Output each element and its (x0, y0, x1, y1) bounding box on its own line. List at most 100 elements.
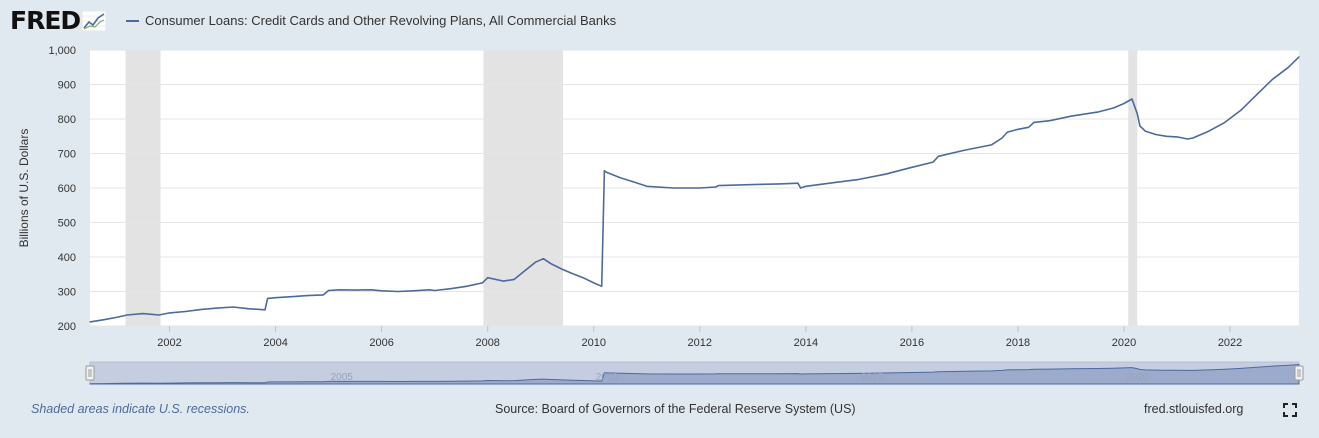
x-tick-label-2004: 2004 (263, 337, 287, 349)
data-point (1255, 94, 1258, 96)
data-point (731, 184, 733, 186)
data-point (797, 182, 799, 184)
navigator-label-2020: 2020 (1126, 372, 1149, 383)
fullscreen-icon[interactable] (1283, 403, 1297, 417)
y-axis-label: Billions of U.S. Dollars (17, 129, 31, 248)
data-point (1017, 128, 1019, 130)
data-point (338, 289, 340, 291)
legend-swatch (126, 19, 139, 22)
data-point (115, 316, 118, 318)
data-point (937, 155, 940, 157)
data-point (232, 306, 234, 308)
data-point (799, 187, 802, 189)
x-tick-label-2010: 2010 (582, 337, 606, 349)
data-point (428, 289, 430, 291)
data-point (619, 177, 621, 179)
data-point (1155, 133, 1157, 136)
chart-legend[interactable]: Consumer Loans: Credit Cards and Other R… (126, 13, 616, 28)
data-point (216, 307, 218, 309)
data-point (1070, 115, 1072, 117)
data-point (481, 282, 483, 284)
fred-logo[interactable]: FRED (10, 6, 107, 35)
navigator-label-2015: 2015 (861, 372, 884, 383)
data-point (561, 268, 563, 270)
data-point (1139, 125, 1141, 127)
data-point (449, 288, 452, 290)
data-point (396, 290, 399, 293)
data-point (1001, 137, 1003, 139)
data-point (699, 187, 701, 189)
y-tick-label-1000: 1,000 (48, 45, 76, 57)
data-point (1224, 121, 1226, 124)
data-point (328, 289, 330, 292)
data-point (990, 144, 993, 146)
fred-url[interactable]: fred.stlouisfed.org (1144, 402, 1244, 416)
data-point (805, 185, 807, 187)
data-point (601, 285, 603, 287)
x-tick-label-2020: 2020 (1112, 337, 1136, 349)
data-point (248, 308, 250, 310)
y-tick-label-400: 400 (58, 252, 76, 264)
data-point (290, 296, 293, 298)
data-point (1096, 111, 1099, 113)
data-point (858, 178, 860, 180)
data-point (1131, 98, 1133, 100)
data-point (381, 290, 383, 292)
data-point (1123, 102, 1125, 105)
data-point (1176, 136, 1178, 138)
x-tick-label-2016: 2016 (900, 337, 924, 349)
data-point (412, 290, 415, 292)
x-tick-label-2006: 2006 (369, 337, 393, 349)
chart-canvas: 200 300 400 500 600 700 800 900 1,000 2002 2004 200… (17, 45, 1304, 385)
data-point (672, 187, 674, 189)
data-point (932, 161, 934, 163)
data-point (274, 297, 277, 299)
data-point (158, 314, 160, 316)
data-point (370, 289, 372, 291)
fred-logo-text: FRED (10, 6, 81, 35)
data-point (606, 171, 608, 174)
data-point (1192, 137, 1194, 139)
line-graph-icon (82, 10, 107, 31)
data-point (513, 278, 515, 281)
x-tick-label-2014: 2014 (794, 337, 818, 349)
x-tick-label-2002: 2002 (157, 337, 181, 349)
x-tick-label-2012: 2012 (688, 337, 712, 349)
data-point (542, 258, 544, 260)
data-point (465, 285, 468, 287)
data-point (102, 319, 104, 321)
x-tick-label-2008: 2008 (475, 337, 499, 349)
data-point (603, 170, 605, 172)
data-point (126, 314, 128, 316)
data-point (646, 185, 648, 187)
data-point (200, 308, 202, 311)
data-point (434, 289, 436, 292)
data-point (550, 263, 552, 265)
x-tick-label-2018: 2018 (1006, 337, 1030, 349)
data-point (322, 294, 324, 296)
data-point (571, 272, 574, 275)
navigator-handle-right[interactable] (1294, 365, 1304, 381)
data-point (778, 183, 780, 185)
data-point (635, 182, 637, 184)
navigator-label-2005: 2005 (331, 372, 354, 383)
y-tick-label-900: 900 (58, 80, 76, 92)
data-point (911, 166, 913, 168)
data-point (593, 282, 595, 284)
data-point (264, 309, 266, 311)
navigator-label-2010: 2010 (596, 372, 619, 383)
data-point (1208, 130, 1210, 132)
data-point (306, 295, 309, 297)
data-point (1165, 135, 1168, 137)
navigator-handle-left[interactable] (85, 365, 95, 381)
y-tick-label-500: 500 (58, 218, 76, 230)
data-point (1006, 131, 1008, 133)
data-point (168, 312, 171, 314)
data-point (1187, 138, 1189, 140)
data-point (1049, 120, 1051, 122)
data-point (1271, 78, 1274, 80)
data-point (1287, 66, 1289, 68)
data-point (267, 297, 269, 299)
data-point (752, 183, 754, 186)
data-point (524, 270, 526, 272)
